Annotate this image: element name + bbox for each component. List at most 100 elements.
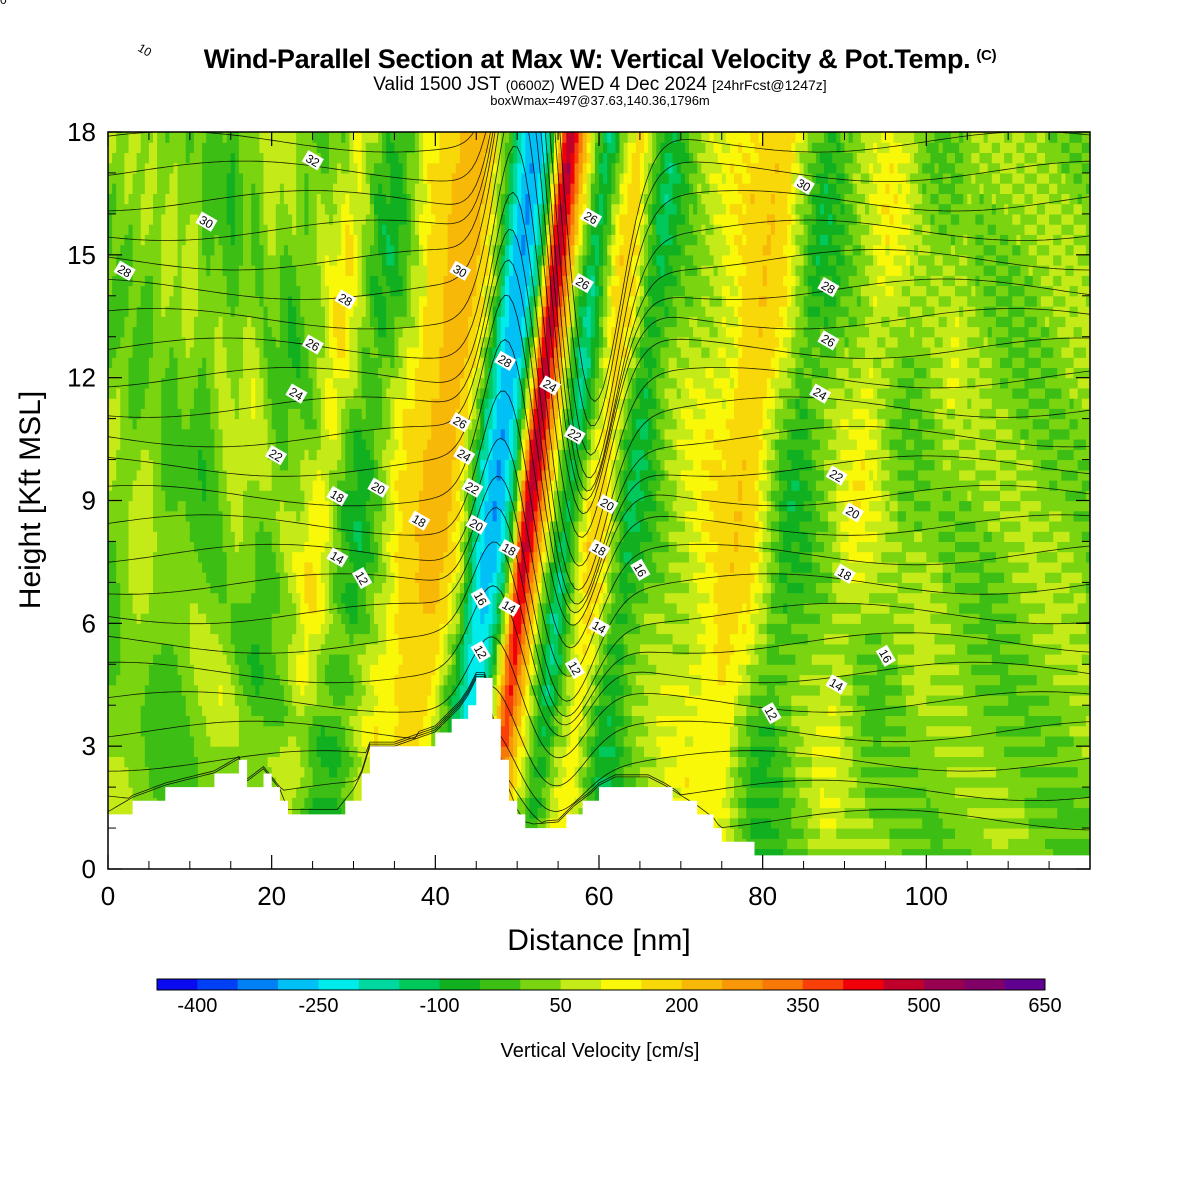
velocity-cell bbox=[1016, 469, 1062, 481]
velocity-cell bbox=[333, 592, 342, 604]
velocity-cell bbox=[443, 326, 469, 338]
velocity-cell bbox=[316, 254, 326, 266]
velocity-cell bbox=[717, 347, 727, 358]
velocity-cell bbox=[124, 234, 134, 246]
velocity-cell bbox=[979, 367, 1013, 379]
velocity-cell bbox=[525, 295, 530, 307]
velocity-cell bbox=[517, 224, 535, 235]
velocity-cell bbox=[533, 367, 539, 379]
velocity-cell bbox=[819, 817, 837, 829]
velocity-cell bbox=[742, 602, 747, 614]
velocity-cell bbox=[779, 469, 801, 481]
velocity-cell bbox=[341, 234, 346, 246]
velocity-cell bbox=[337, 480, 359, 491]
velocity-cell bbox=[484, 387, 490, 399]
velocity-cell bbox=[558, 541, 567, 553]
velocity-cell bbox=[644, 357, 657, 368]
velocity-cell bbox=[394, 480, 424, 491]
velocity-cell bbox=[132, 224, 142, 235]
velocity-cell bbox=[586, 592, 600, 604]
velocity-cell bbox=[619, 674, 629, 686]
valid-utc: (0600Z) bbox=[505, 77, 555, 93]
velocity-cell bbox=[791, 623, 915, 635]
velocity-cell bbox=[599, 684, 604, 696]
velocity-cell bbox=[255, 377, 265, 389]
velocity-cell bbox=[525, 715, 530, 727]
velocity-cell bbox=[607, 254, 612, 266]
velocity-cell bbox=[959, 316, 968, 328]
velocity-cell bbox=[234, 684, 244, 696]
velocity-cell bbox=[308, 746, 318, 757]
velocity-cell bbox=[783, 541, 792, 553]
velocity-cell bbox=[738, 613, 751, 624]
velocity-cell bbox=[1045, 838, 1090, 850]
velocity-cell bbox=[476, 531, 481, 542]
velocity-cell bbox=[398, 705, 428, 716]
velocity-cell bbox=[570, 807, 580, 819]
velocity-cell bbox=[108, 357, 113, 368]
velocity-cell bbox=[549, 265, 555, 276]
velocity-cell bbox=[394, 418, 404, 430]
velocity-cell bbox=[590, 377, 596, 389]
velocity-cell bbox=[525, 367, 530, 379]
velocity-cell bbox=[533, 695, 539, 706]
velocity-cell bbox=[586, 244, 592, 256]
velocity-cell bbox=[750, 848, 784, 860]
velocity-cell bbox=[488, 582, 498, 594]
velocity-cell bbox=[476, 254, 490, 266]
velocity-cell bbox=[635, 735, 657, 747]
velocity-cell bbox=[320, 285, 330, 297]
velocity-cell bbox=[905, 551, 927, 563]
velocity-cell bbox=[889, 500, 899, 512]
velocity-cell bbox=[472, 602, 481, 614]
velocity-cell bbox=[374, 705, 400, 716]
velocity-cell bbox=[238, 664, 252, 676]
velocity-cell bbox=[128, 766, 150, 778]
velocity-cell bbox=[1057, 480, 1083, 491]
velocity-cell bbox=[513, 735, 518, 747]
velocity-cell bbox=[594, 347, 600, 358]
velocity-cell bbox=[644, 234, 649, 246]
velocity-cell bbox=[349, 347, 359, 358]
velocity-cell bbox=[549, 797, 559, 809]
velocity-cell bbox=[570, 613, 576, 624]
velocity-cell bbox=[504, 633, 510, 645]
velocity-cell bbox=[684, 480, 719, 491]
velocity-cell bbox=[840, 449, 866, 461]
velocity-cell bbox=[774, 224, 788, 235]
velocity-cell bbox=[496, 377, 502, 389]
velocity-cell bbox=[905, 387, 923, 399]
velocity-cell bbox=[889, 418, 911, 430]
velocity-cell bbox=[819, 797, 841, 809]
velocity-cell bbox=[521, 326, 526, 338]
velocity-cell bbox=[259, 224, 269, 235]
velocity-cell bbox=[251, 398, 256, 409]
velocity-cell bbox=[955, 428, 981, 440]
velocity-cell bbox=[500, 674, 506, 686]
velocity-cell bbox=[431, 428, 457, 440]
velocity-cell bbox=[590, 326, 596, 338]
velocity-cell bbox=[394, 244, 400, 256]
velocity-cell bbox=[459, 469, 465, 481]
velocity-cell bbox=[603, 674, 621, 686]
velocity-cell bbox=[758, 469, 768, 481]
velocity-cell bbox=[144, 735, 195, 747]
velocity-cell bbox=[517, 746, 526, 757]
velocity-cell bbox=[222, 336, 244, 348]
velocity-cell bbox=[860, 602, 891, 614]
velocity-cell bbox=[1012, 316, 1026, 328]
velocity-cell bbox=[500, 275, 506, 287]
velocity-cell bbox=[1085, 244, 1090, 256]
velocity-cell bbox=[1024, 316, 1038, 328]
velocity-cell bbox=[975, 684, 1017, 696]
velocity-cell bbox=[271, 613, 297, 624]
velocity-cell bbox=[611, 572, 621, 583]
velocity-cell bbox=[566, 592, 571, 604]
velocity-cell bbox=[210, 623, 232, 635]
velocity-cell bbox=[480, 285, 485, 297]
velocity-cell bbox=[680, 408, 694, 420]
velocity-cell bbox=[615, 735, 625, 747]
velocity-cell bbox=[427, 254, 449, 266]
velocity-cell bbox=[218, 408, 236, 420]
velocity-cell bbox=[148, 674, 183, 686]
